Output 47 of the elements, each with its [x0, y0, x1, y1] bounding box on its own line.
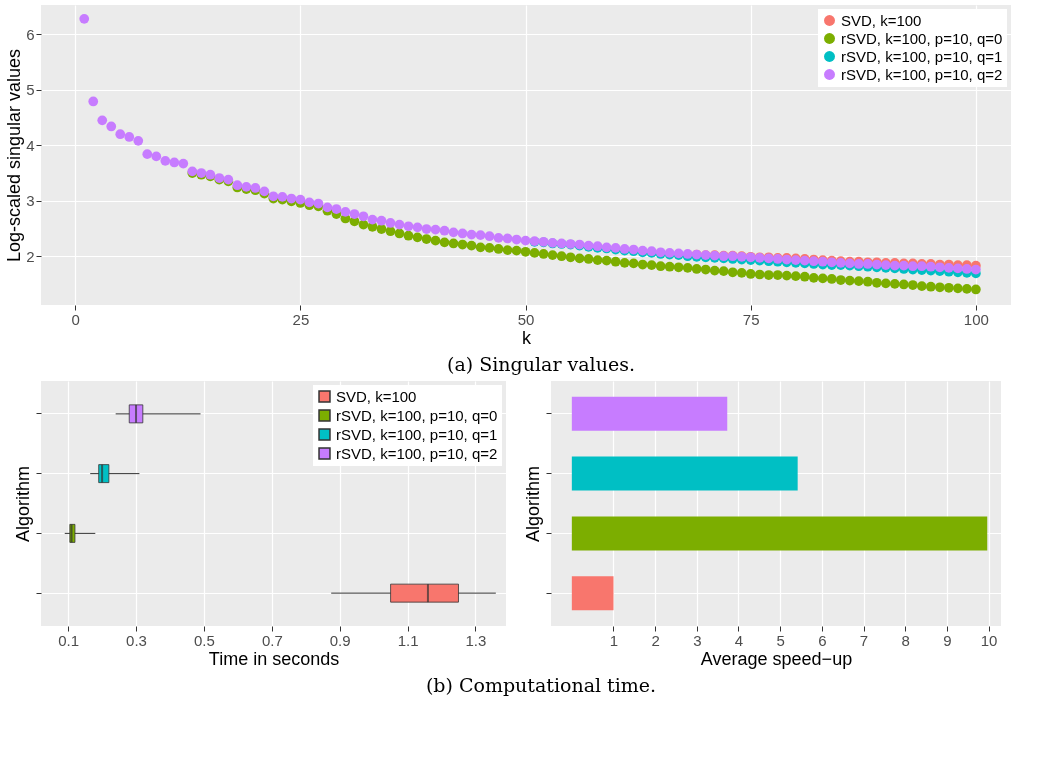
x-tick-label: 0.9	[329, 631, 351, 649]
x-tick-label: 5	[776, 631, 785, 649]
bar	[571, 396, 728, 431]
x-tick-label: 0.1	[58, 631, 80, 649]
x-tick-label: 8	[901, 631, 910, 649]
x-tick-label: 1	[609, 631, 619, 649]
x-axis-title: k	[522, 327, 532, 348]
x-tick-label: 1.3	[465, 631, 487, 649]
legend-label: SVD, k=100	[336, 387, 417, 405]
x-tick-label: 4	[734, 631, 744, 649]
x-tick-label: 50	[517, 310, 535, 328]
x-tick-label: 2	[651, 631, 660, 649]
x-tick-label: 7	[859, 631, 869, 649]
bar	[571, 456, 798, 491]
x-tick-label: 9	[943, 631, 952, 649]
x-tick-label: 100	[963, 310, 989, 328]
x-tick-label: 10	[980, 631, 998, 649]
x-tick-label: 0.7	[261, 631, 283, 649]
y-tick-label: 6	[26, 25, 35, 43]
legend-label: SVD, k=100	[841, 11, 922, 29]
x-tick-label: 75	[742, 310, 760, 328]
text: (b) Computational time.	[425, 674, 657, 696]
x-tick-label: 1.1	[397, 631, 419, 649]
text: (a) Singular values.	[447, 353, 635, 375]
y-axis-title: Algorithm	[522, 465, 543, 543]
legend-label: rSVD, k=100, p=10, q=0	[841, 29, 1003, 47]
x-tick-label: 6	[818, 631, 827, 649]
y-axis-title: Algorithm	[12, 465, 33, 543]
legend-label: rSVD, k=100, p=10, q=0	[336, 406, 498, 424]
legend-label: rSVD, k=100, p=10, q=1	[336, 425, 498, 443]
y-tick-label: 4	[26, 136, 35, 154]
x-axis-title: Average speed−up	[700, 648, 853, 669]
legend-label: rSVD, k=100, p=10, q=2	[841, 65, 1003, 83]
x-tick-label: 0.3	[126, 631, 147, 649]
legend-label: rSVD, k=100, p=10, q=1	[841, 47, 1003, 65]
x-tick-label: 3	[693, 631, 702, 649]
x-tick-label: 25	[292, 310, 310, 328]
x-tick-label: 0	[71, 310, 80, 328]
y-tick-label: 3	[26, 192, 35, 210]
y-tick-label: 5	[26, 81, 35, 99]
bar	[571, 516, 988, 551]
y-tick-label: 2	[26, 247, 35, 265]
bar	[571, 576, 614, 611]
y-axis-title: Log-scaled singular values	[4, 48, 25, 263]
x-tick-label: 0.5	[193, 631, 215, 649]
x-axis-title: Time in seconds	[208, 648, 340, 669]
legend-label: rSVD, k=100, p=10, q=2	[336, 444, 498, 462]
